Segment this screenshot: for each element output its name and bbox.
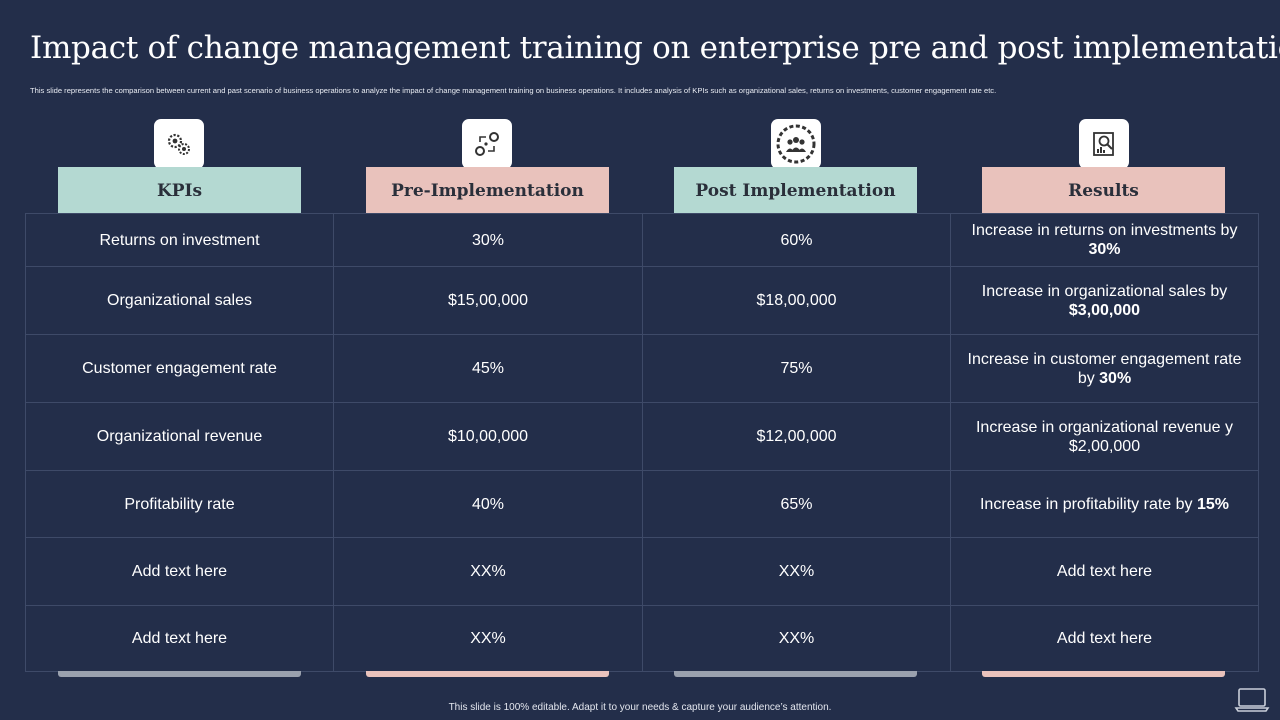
slide-footer: This slide is 100% editable. Adapt it to… [448, 702, 832, 713]
column-header-kpis: KPIs [58, 167, 301, 214]
result-cell: Increase in organizational sales by $3,0… [951, 267, 1258, 334]
kpi-cell: Add text here [26, 606, 334, 671]
column-header-results: Results [982, 167, 1225, 214]
pre-value-cell: 45% [334, 335, 643, 402]
post-value-cell: $18,00,000 [643, 267, 951, 334]
post-value-cell: XX% [643, 538, 951, 605]
column-header-pre-implementation: Pre-Implementation [366, 167, 609, 214]
result-cell: Increase in customer engagement rate by … [951, 335, 1258, 402]
result-highlight: 30% [1099, 369, 1132, 387]
column-header-post-implementation: Post Implementation [674, 167, 917, 214]
team-gear-icon [771, 119, 821, 169]
result-cell: Add text here [951, 538, 1258, 605]
result-text: Increase in profitability rate by [979, 495, 1197, 513]
table-row: Organizational sales $15,00,000 $18,00,0… [26, 267, 1258, 335]
result-cell: Increase in returns on investments by 30… [951, 214, 1258, 266]
table-row: Add text here XX% XX% Add text here [26, 538, 1258, 606]
kpi-cell: Organizational sales [26, 267, 334, 334]
kpi-cell: Profitability rate [26, 471, 334, 537]
post-value-cell: 75% [643, 335, 951, 402]
pre-value-cell: 40% [334, 471, 643, 537]
column-bottom-bar [366, 671, 609, 677]
result-cell: Increase in organizational revenue y $2,… [951, 403, 1258, 470]
column-bottom-bar [674, 671, 917, 677]
result-text: Add text here [1056, 630, 1153, 647]
process-flow-icon [462, 119, 512, 169]
table-row: Add text here XX% XX% Add text here [26, 606, 1258, 671]
table-row: Returns on investment 30% 60% Increase i… [26, 214, 1258, 267]
post-value-cell: 60% [643, 214, 951, 266]
result-text: Increase in organizational revenue y $2,… [975, 418, 1234, 455]
pre-value-cell: 30% [334, 214, 643, 266]
result-text: Increase in organizational sales by [981, 282, 1228, 300]
pre-value-cell: $10,00,000 [334, 403, 643, 470]
gears-icon [154, 119, 204, 169]
post-value-cell: XX% [643, 606, 951, 671]
kpi-cell: Organizational revenue [26, 403, 334, 470]
pre-value-cell: XX% [334, 538, 643, 605]
table-row: Customer engagement rate 45% 75% Increas… [26, 335, 1258, 403]
pre-value-cell: $15,00,000 [334, 267, 643, 334]
kpi-cell: Customer engagement rate [26, 335, 334, 402]
slide-description: This slide represents the comparison bet… [30, 86, 997, 95]
column-bottom-bar [58, 671, 301, 677]
kpi-cell: Add text here [26, 538, 334, 605]
table-row: Organizational revenue $10,00,000 $12,00… [26, 403, 1258, 471]
result-cell: Increase in profitability rate by 15% [951, 471, 1258, 537]
kpi-table: Returns on investment 30% 60% Increase i… [25, 213, 1259, 672]
laptop-icon[interactable] [1234, 686, 1270, 714]
result-cell: Add text here [951, 606, 1258, 671]
kpi-cell: Returns on investment [26, 214, 334, 266]
result-highlight: 30% [1088, 241, 1121, 258]
slide-title: Impact of change management training on … [30, 30, 1280, 66]
result-highlight: 15% [1196, 495, 1230, 513]
table-row: Profitability rate 40% 65% Increase in p… [26, 471, 1258, 538]
pre-value-cell: XX% [334, 606, 643, 671]
post-value-cell: 65% [643, 471, 951, 537]
column-bottom-bar [982, 671, 1225, 677]
result-text: Increase in customer engagement rate by [967, 350, 1242, 387]
result-text: Add text here [1056, 563, 1153, 580]
post-value-cell: $12,00,000 [643, 403, 951, 470]
report-analysis-icon [1079, 119, 1129, 169]
result-text: Increase in returns on investments by [971, 222, 1238, 239]
result-highlight: $3,00,000 [1068, 301, 1141, 319]
